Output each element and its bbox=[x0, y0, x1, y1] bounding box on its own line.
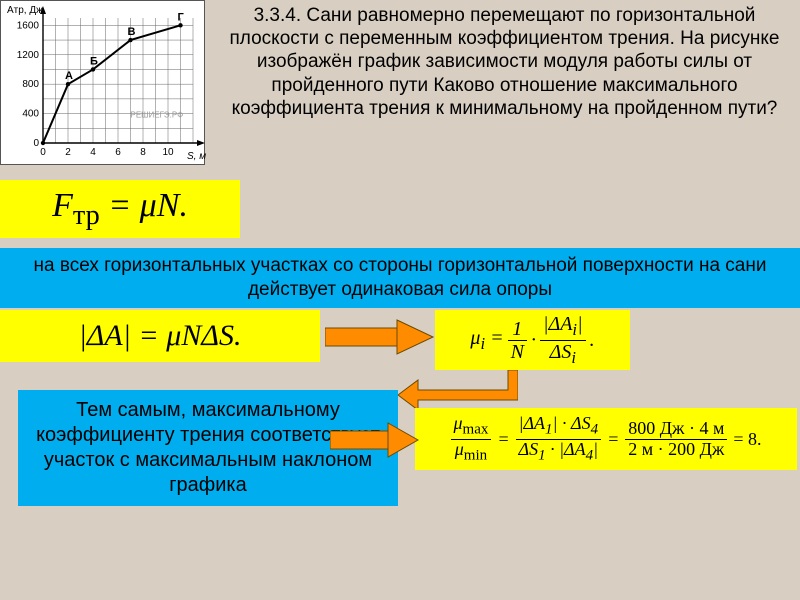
svg-text:0: 0 bbox=[40, 147, 46, 158]
svg-text:S, м: S, м bbox=[187, 151, 206, 162]
graph-svg: 0 400 800 1200 1600 0 2 4 6 8 10 Aтр, Дж S, м А Б В Г РЕШ… bbox=[1, 1, 206, 166]
svg-text:0: 0 bbox=[33, 138, 39, 149]
svg-text:В: В bbox=[128, 26, 136, 38]
formula-ratio-content: μmaxμmin = |ΔA1| · ΔS4ΔS1 · |ΔA4| = 800 … bbox=[451, 414, 762, 463]
svg-text:2: 2 bbox=[65, 147, 71, 158]
explanation-2-text: Тем самым, максимальному коэффициенту тр… bbox=[36, 399, 380, 496]
svg-text:800: 800 bbox=[22, 79, 39, 90]
svg-text:А: А bbox=[65, 70, 73, 82]
svg-text:РЕШИЕГЭ.РФ: РЕШИЕГЭ.РФ bbox=[131, 110, 184, 119]
svg-text:4: 4 bbox=[90, 147, 96, 158]
svg-text:Aтр, Дж: Aтр, Дж bbox=[7, 5, 43, 16]
problem-number: 3.3.4. bbox=[254, 5, 302, 26]
svg-text:6: 6 bbox=[115, 147, 121, 158]
svg-text:10: 10 bbox=[162, 147, 174, 158]
formula-mu-i-content: μi = 1N · |ΔAi|ΔSi . bbox=[470, 313, 594, 367]
formula-mu-i: μi = 1N · |ΔAi|ΔSi . bbox=[435, 310, 630, 370]
svg-text:400: 400 bbox=[22, 109, 39, 120]
explanation-1-text: на всех горизонтальных участках со сторо… bbox=[34, 255, 767, 300]
formula-friction-text: Fтр = μN. bbox=[52, 187, 188, 232]
explanation-band-1: на всех горизонтальных участках со сторо… bbox=[0, 248, 800, 308]
arrow-to-mui bbox=[325, 318, 435, 358]
formula-work-text: |ΔA| = μNΔS. bbox=[79, 319, 242, 353]
svg-text:1200: 1200 bbox=[17, 50, 40, 61]
formula-ratio: μmaxμmin = |ΔA1| · ΔS4ΔS1 · |ΔA4| = 800 … bbox=[415, 408, 797, 470]
formula-friction: Fтр = μN. bbox=[0, 180, 240, 238]
graph-box: 0 400 800 1200 1600 0 2 4 6 8 10 Aтр, Дж S, м А Б В Г РЕШ… bbox=[0, 0, 205, 165]
svg-text:1600: 1600 bbox=[17, 20, 40, 31]
formula-work: |ΔA| = μNΔS. bbox=[0, 310, 320, 362]
svg-text:Г: Г bbox=[178, 11, 185, 23]
problem-body: Сани равномерно перемещают по горизонтал… bbox=[230, 5, 780, 119]
svg-text:8: 8 bbox=[140, 147, 146, 158]
top-row: 0 400 800 1200 1600 0 2 4 6 8 10 Aтр, Дж S, м А Б В Г РЕШ… bbox=[0, 0, 800, 165]
arrow-to-ratio bbox=[330, 420, 420, 460]
svg-text:Б: Б bbox=[90, 55, 98, 67]
problem-text: 3.3.4. Сани равномерно перемещают по гор… bbox=[205, 0, 800, 120]
